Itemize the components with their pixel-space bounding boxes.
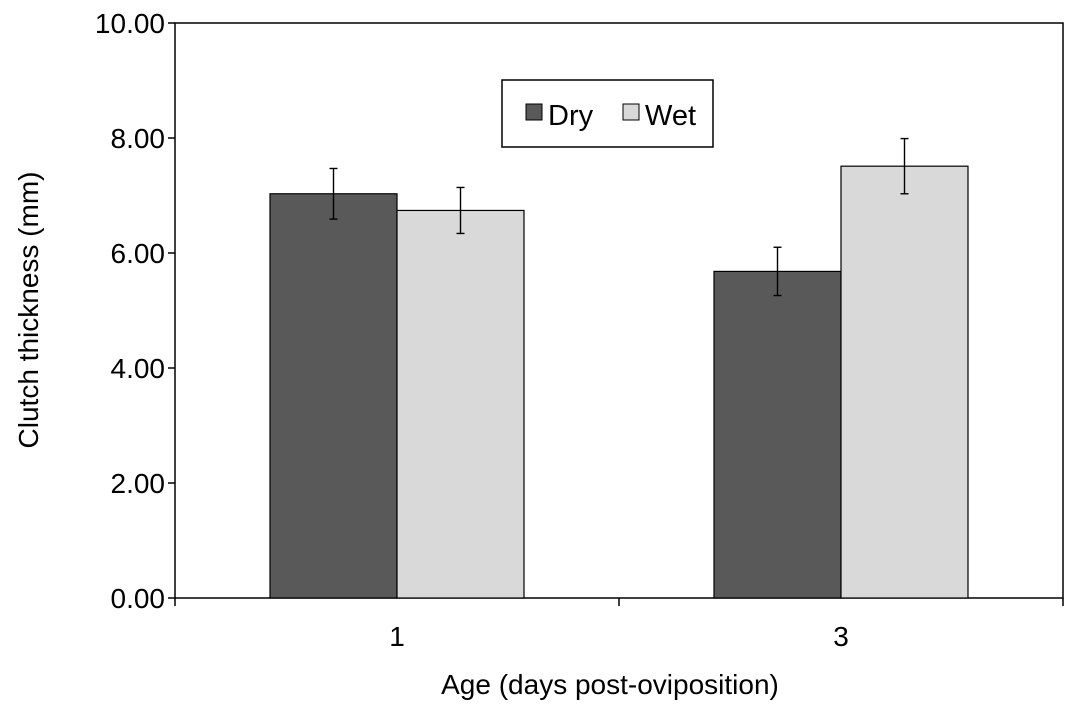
y-tick-label: 2.00: [111, 468, 166, 499]
y-axis-title: Clutch thickness (mm): [13, 172, 44, 449]
bar-wet-3: [840, 165, 969, 599]
y-tick-label: 6.00: [111, 238, 166, 269]
legend-label-wet: Wet: [645, 100, 696, 132]
legend: Dry Wet: [501, 79, 714, 148]
bar-dry-1: [269, 193, 398, 599]
legend-swatch-dry: [525, 103, 543, 121]
y-axis: 0.00 2.00 4.00 6.00 8.00 10.00: [95, 8, 175, 614]
bar-wet-1: [396, 209, 525, 599]
legend-label-dry: Dry: [548, 100, 594, 132]
x-tick-label: 1: [389, 621, 405, 652]
error-bars-group: [329, 137, 909, 297]
legend-swatch-wet: [622, 103, 640, 121]
y-tick-label: 0.00: [111, 583, 166, 614]
bars-group: [269, 165, 969, 599]
bar-dry-3: [713, 270, 842, 599]
y-tick-label: 8.00: [111, 123, 166, 154]
x-axis-title: Age (days post-oviposition): [441, 669, 779, 700]
x-tick-label: 3: [833, 621, 849, 652]
y-tick-label: 10.00: [95, 8, 165, 39]
y-tick-label: 4.00: [111, 353, 166, 384]
